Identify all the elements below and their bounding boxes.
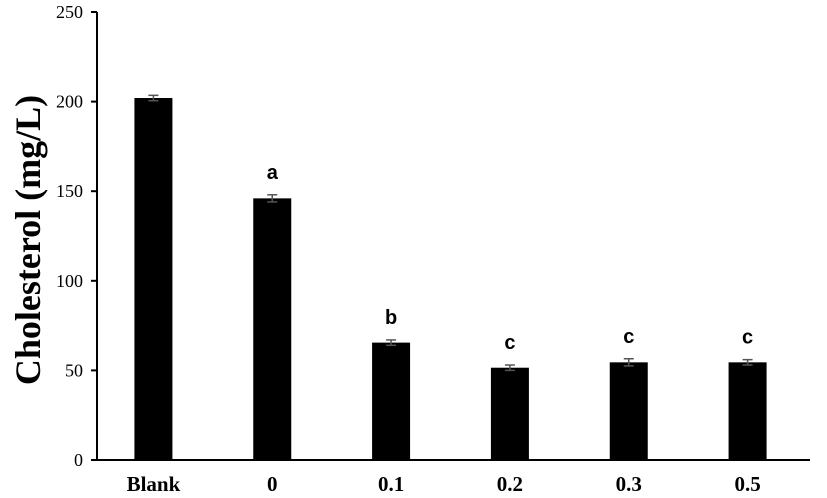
- x-tick-label: 0.5: [734, 472, 760, 496]
- significance-label: a: [267, 162, 279, 184]
- x-tick-label: 0.2: [497, 472, 523, 496]
- bar: [134, 98, 173, 461]
- y-tick-label: 0: [74, 450, 83, 470]
- y-tick-label: 100: [56, 271, 83, 291]
- significance-label: c: [742, 327, 753, 349]
- y-tick-label: 250: [56, 2, 83, 22]
- y-tick-label: 200: [56, 92, 83, 112]
- x-tick-label: 0.1: [378, 472, 404, 496]
- y-ticks: 0 50 100 150 200 250: [56, 2, 97, 470]
- axes: [96, 12, 810, 461]
- significance-label: c: [623, 326, 634, 348]
- x-tick-label: Blank: [127, 472, 181, 496]
- y-tick-label: 150: [56, 181, 83, 201]
- significance-label: c: [504, 332, 515, 354]
- x-tick-label: 0: [267, 472, 278, 496]
- error-bars: [148, 94, 753, 372]
- bar: [728, 362, 767, 460]
- bar: [372, 342, 411, 460]
- bar: [609, 362, 648, 460]
- x-tick-labels: Blank 0 0.1 0.2 0.3 0.5: [127, 472, 761, 496]
- x-tick-label: 0.3: [616, 472, 642, 496]
- bar: [253, 198, 292, 461]
- significance-label: b: [385, 307, 397, 329]
- y-axis-label: Cholesterol (mg/L): [8, 95, 48, 385]
- significance-labels: a b c c c: [267, 162, 753, 354]
- y-tick-label: 50: [65, 360, 83, 380]
- bar: [490, 367, 529, 460]
- bars: [134, 98, 767, 461]
